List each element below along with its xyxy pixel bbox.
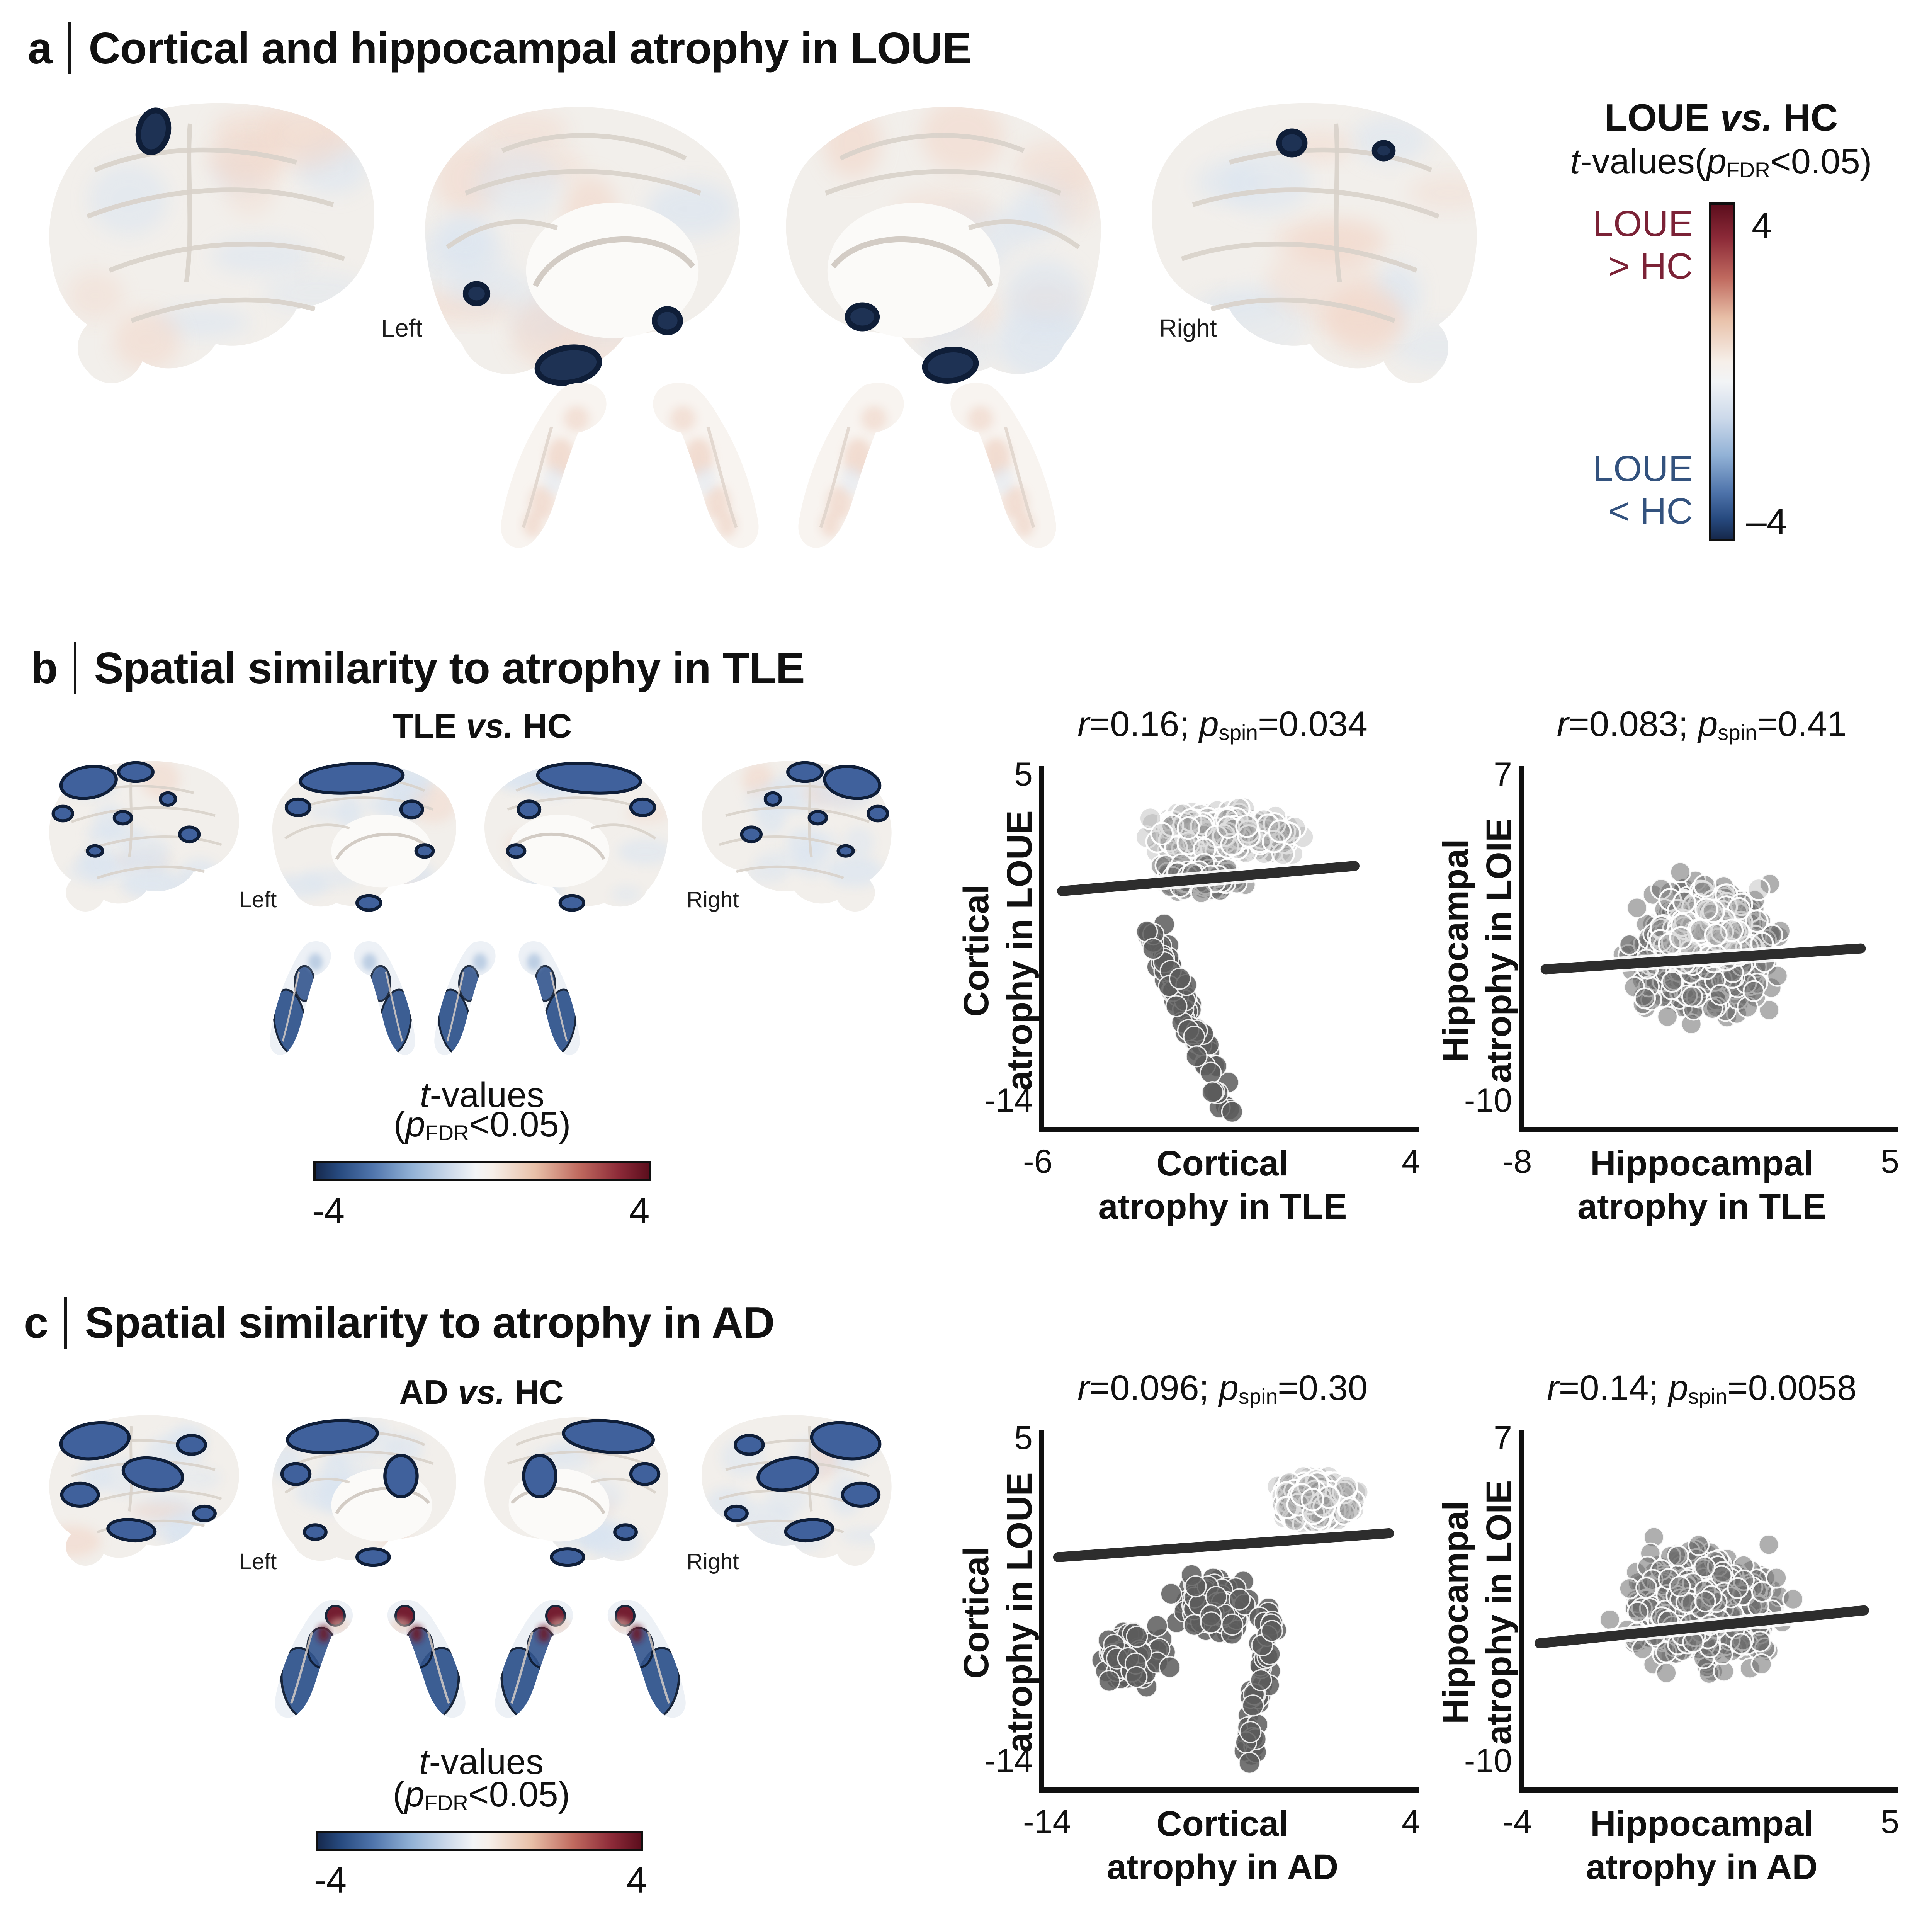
brain-map-medial-right [484, 762, 669, 912]
legend-pos-line2: > HC [1608, 246, 1693, 287]
y-axis-tick-min: -14 [984, 1082, 1033, 1119]
hippocampus-map [270, 941, 331, 1056]
colorbar-label-tvalues: t-values [420, 1075, 545, 1115]
panel-b-letter: b [31, 643, 58, 693]
hippocampus-map [495, 1600, 573, 1718]
x-axis-tick-min: -4 [1502, 1803, 1532, 1840]
hippocampus-map [950, 383, 1056, 548]
legend-loue-gt-hc: LOUE > HC [1549, 202, 1693, 287]
panel-a-title-text: Cortical and hippocampal atrophy in LOUE [88, 24, 972, 73]
brain-map-lateral-left [49, 761, 239, 912]
hippocampus-map [518, 941, 580, 1056]
y-axis-tick-max: 5 [1014, 756, 1033, 793]
brain-map-lateral-left [49, 103, 375, 383]
hippocampus-map [354, 941, 415, 1056]
brain-map-medial-left [425, 107, 740, 386]
x-axis-tick-max: 4 [1402, 1143, 1420, 1180]
panel-c-letter: c [24, 1298, 48, 1347]
hippocampus-map [501, 383, 607, 548]
legend-title-loue-vs-hc: LOUE vs. HC [1604, 96, 1838, 139]
colorbar-min-tick: –4 [1746, 501, 1787, 542]
panel-b-title: b Spatial similarity to atrophy in TLE [31, 642, 805, 694]
brain-map-medial-left [272, 1417, 457, 1567]
scatter-stats-title: r=0.16; pspin=0.034 [1077, 704, 1368, 745]
y-axis-label: Cortical atrophy in LOUE [957, 1472, 1039, 1753]
y-axis-tick-min: -10 [1464, 1742, 1512, 1779]
colorbar-vertical [1709, 202, 1735, 541]
y-axis-tick-max: 5 [1014, 1419, 1033, 1456]
y-axis-tick-max: 7 [1494, 1419, 1512, 1456]
brain-map-lateral-right [702, 1415, 892, 1566]
colorbar-max-tick: 4 [626, 1860, 647, 1901]
panel-b-divider [73, 642, 76, 694]
brain-map-lateral-left [49, 1415, 239, 1566]
legend-neg-line2: < HC [1608, 491, 1693, 532]
y-axis-label: Hippocampal atrophy in LOIE [1436, 1480, 1519, 1745]
colorbar-max-tick: 4 [629, 1190, 650, 1231]
scatter-stats-title: r=0.083; pspin=0.41 [1557, 704, 1847, 745]
scatter-plot-svg [1519, 766, 1898, 1132]
colorbar-max-tick: 4 [1752, 205, 1772, 246]
hemisphere-label-left: Left [239, 1549, 277, 1574]
brain-map-medial-right [786, 107, 1101, 384]
scatter-plot-svg [1519, 1430, 1898, 1793]
hippocampus-map [387, 1600, 466, 1718]
hippocampus-map [275, 1600, 353, 1718]
x-axis-tick-min: -14 [1023, 1803, 1071, 1840]
y-axis-tick-min: -14 [984, 1742, 1033, 1779]
hippocampus-map [607, 1600, 686, 1718]
colorbar-min-tick: -4 [314, 1860, 347, 1901]
colorbar-horizontal-ad [316, 1831, 643, 1851]
legend-neg-line1: LOUE [1593, 448, 1693, 489]
x-axis-label: Hippocampal atrophy in AD [1586, 1804, 1818, 1887]
hippocampus-map [434, 941, 496, 1056]
hemisphere-label-right: Right [687, 887, 739, 912]
colorbar-min-tick: -4 [312, 1190, 345, 1231]
x-axis-tick-min: -6 [1023, 1143, 1053, 1180]
brain-map-lateral-right [702, 761, 892, 912]
panel-c-title-text: Spatial similarity to atrophy in AD [85, 1298, 775, 1347]
y-axis-tick-min: -10 [1464, 1082, 1512, 1119]
x-axis-tick-max: 5 [1881, 1143, 1899, 1180]
map-title-ad-vs-hc: AD vs. HC [399, 1373, 564, 1411]
panel-a-letter: a [28, 24, 52, 73]
colorbar-horizontal-tle [313, 1161, 651, 1181]
legend-pos-line1: LOUE [1593, 203, 1693, 244]
hemisphere-label-right: Right [1159, 314, 1217, 342]
scatter-stats-title: r=0.14; pspin=0.0058 [1547, 1368, 1857, 1408]
legend-loue-lt-hc: LOUE < HC [1549, 447, 1693, 532]
brain-map-medial-left [272, 762, 457, 912]
legend-subtitle-tvalues: t-values(pFDR<0.05) [1570, 142, 1872, 182]
hippocampus-map [653, 383, 759, 548]
hemisphere-label-right: Right [687, 1549, 739, 1574]
x-axis-label: Hippocampal atrophy in TLE [1577, 1144, 1826, 1226]
x-axis-label: Cortical atrophy in TLE [1098, 1144, 1347, 1226]
panel-a-divider [68, 22, 71, 74]
panel-c-divider [64, 1297, 67, 1349]
x-axis-tick-max: 5 [1881, 1803, 1899, 1840]
x-axis-tick-min: -8 [1502, 1143, 1532, 1180]
hemisphere-label-left: Left [381, 314, 423, 342]
colorbar-label-tvalues: t-values [419, 1742, 544, 1782]
y-axis-tick-max: 7 [1494, 756, 1512, 793]
x-axis-tick-max: 4 [1402, 1803, 1420, 1840]
panel-b-title-text: Spatial similarity to atrophy in TLE [94, 643, 805, 693]
panel-c-title: c Spatial similarity to atrophy in AD [24, 1297, 775, 1349]
y-axis-label: Hippocampal atrophy in LOIE [1436, 818, 1519, 1083]
y-axis-label: Cortical atrophy in LOUE [957, 810, 1039, 1091]
colorbar-label-pfdr: (pFDR<0.05) [393, 1775, 570, 1815]
scatter-plot-svg [1039, 1430, 1419, 1793]
brain-map-lateral-right [1151, 103, 1477, 383]
hippocampus-map [798, 383, 904, 548]
panel-a-title: a Cortical and hippocampal atrophy in LO… [28, 22, 972, 74]
hemisphere-label-left: Left [239, 887, 277, 912]
map-title-tle-vs-hc: TLE vs. HC [392, 707, 572, 745]
x-axis-label: Cortical atrophy in AD [1106, 1804, 1339, 1887]
scatter-plot-svg [1039, 766, 1419, 1132]
brain-map-medial-right [484, 1417, 669, 1567]
scatter-stats-title: r=0.096; pspin=0.30 [1077, 1368, 1368, 1408]
colorbar-label-pfdr: (pFDR<0.05) [393, 1105, 571, 1145]
